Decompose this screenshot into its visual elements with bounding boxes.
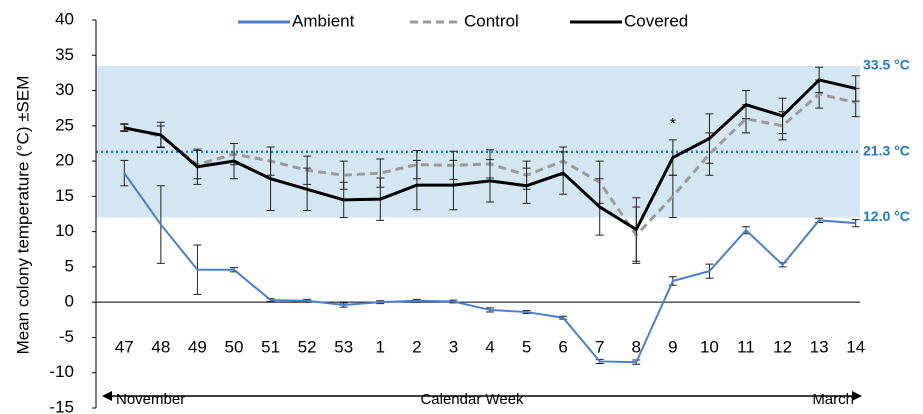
x-tick-label: 2 <box>412 338 421 357</box>
x-tick-label: 4 <box>485 338 494 357</box>
reference-band <box>96 65 860 218</box>
reference-label: 33.5 °C <box>863 57 910 73</box>
x-tick-label: 49 <box>188 338 207 357</box>
x-tick-label: 10 <box>700 338 719 357</box>
x-tick-label: 51 <box>261 338 280 357</box>
y-tick-label: 15 <box>55 186 74 205</box>
y-tick-label: 20 <box>55 151 74 170</box>
y-tick-label: -5 <box>59 327 74 346</box>
series-line <box>124 78 857 232</box>
reference-label: 12.0 °C <box>863 208 910 224</box>
x-tick-label: 7 <box>595 338 604 357</box>
x-start-label: November <box>116 391 185 408</box>
y-tick-label: 10 <box>55 221 74 240</box>
legend-label: Control <box>464 11 519 30</box>
reference-label: 21.3 °C <box>863 143 910 159</box>
x-tick-label: 50 <box>225 338 244 357</box>
x-axis-title: Calendar Week <box>420 391 524 408</box>
x-end-label: March <box>812 391 854 408</box>
arrow-head <box>852 391 862 401</box>
y-tick-label: 40 <box>55 9 74 28</box>
annotation: * <box>670 115 676 132</box>
y-tick-label: 0 <box>65 292 74 311</box>
x-tick-label: 52 <box>298 338 317 357</box>
y-axis-title: Mean colony temperature (°C) ±SEM <box>13 76 32 355</box>
legend-label: Ambient <box>292 11 355 30</box>
x-tick-label: 48 <box>151 338 170 357</box>
y-tick-label: 5 <box>65 256 74 275</box>
x-tick-label: 9 <box>668 338 677 357</box>
y-tick-label: -10 <box>49 362 74 381</box>
x-tick-label: 12 <box>773 338 792 357</box>
x-tick-label: 8 <box>632 338 641 357</box>
x-tick-label: 3 <box>449 338 458 357</box>
x-tick-label: 5 <box>522 338 531 357</box>
arrow-head <box>102 391 112 401</box>
x-tick-label: 13 <box>810 338 829 357</box>
x-tick-label: 14 <box>846 338 865 357</box>
x-tick-label: 53 <box>334 338 353 357</box>
x-tick-label: 6 <box>558 338 567 357</box>
y-tick-label: 30 <box>55 80 74 99</box>
x-tick-label: 11 <box>737 338 755 357</box>
y-tick-label: 35 <box>55 45 74 64</box>
x-tick-label: 1 <box>376 338 385 357</box>
legend-label: Covered <box>624 11 688 30</box>
x-tick-label: 47 <box>115 338 134 357</box>
series-line <box>123 172 856 364</box>
y-tick-label: 25 <box>55 115 74 134</box>
y-tick-label: -15 <box>49 397 74 414</box>
